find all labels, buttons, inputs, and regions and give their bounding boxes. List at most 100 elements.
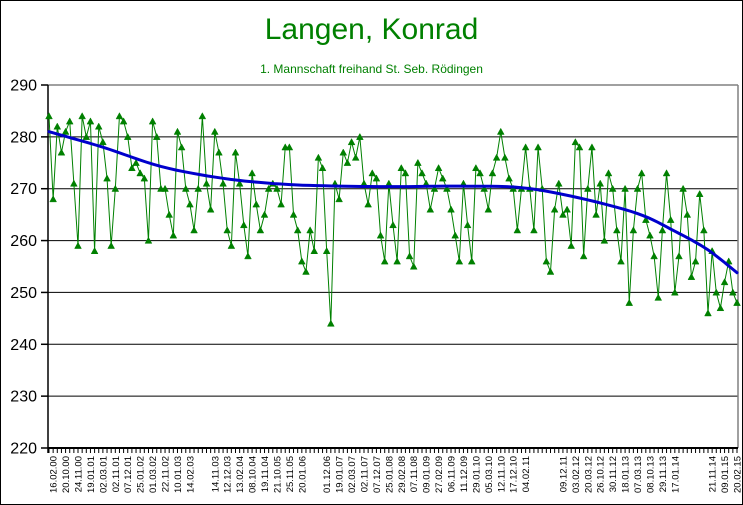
data-point-marker <box>679 184 687 192</box>
data-point-marker <box>202 179 211 187</box>
x-axis-label: 08.10.13 <box>645 456 656 493</box>
x-axis-label: 20.01.06 <box>297 456 308 493</box>
data-point-marker <box>74 241 82 249</box>
data-point-marker <box>111 184 120 192</box>
data-point-marker <box>671 288 679 296</box>
data-point-marker <box>666 215 675 223</box>
data-point-marker <box>49 195 57 203</box>
trend-line <box>47 130 739 275</box>
x-axis-label: 19.01.07 <box>335 456 346 493</box>
data-point-marker <box>612 226 621 234</box>
x-axis-label: 20.10.00 <box>61 456 72 493</box>
x-axis-label: 29.01.10 <box>471 456 482 493</box>
data-point-marker <box>501 153 509 161</box>
y-axis-label: 290 <box>10 78 37 95</box>
data-point-marker <box>550 205 559 213</box>
data-point-marker <box>641 215 650 223</box>
data-point-marker <box>248 169 256 177</box>
data-point-marker <box>563 205 571 213</box>
data-point-marker <box>186 200 194 208</box>
y-axis-label: 250 <box>10 285 37 302</box>
data-point-marker <box>720 278 729 286</box>
data-point-marker <box>152 132 161 140</box>
data-point-marker <box>463 221 472 229</box>
x-axis-label: 08.10.04 <box>248 456 259 493</box>
data-point-marker <box>393 257 401 265</box>
data-point-marker <box>554 179 563 187</box>
x-axis-label: 27.02.09 <box>434 456 445 493</box>
data-point-marker <box>733 298 741 306</box>
data-point-marker <box>559 210 567 218</box>
x-axis-label: 14.02.03 <box>185 456 196 493</box>
data-point-marker <box>646 231 654 239</box>
x-axis-label: 19.11.04 <box>260 456 271 492</box>
data-point-marker <box>140 174 149 182</box>
x-axis-label: 06.11.09 <box>447 456 458 492</box>
data-point-marker <box>505 174 513 182</box>
data-point-marker <box>575 143 584 151</box>
data-point-marker <box>687 272 696 280</box>
data-point-marker <box>380 257 389 265</box>
data-point-marker <box>356 132 364 140</box>
data-point-marker <box>302 267 310 275</box>
data-point-marker <box>45 112 53 120</box>
data-point-marker <box>277 200 285 208</box>
data-point-marker <box>430 184 439 192</box>
data-point-marker <box>426 205 435 213</box>
data-point-marker <box>206 205 215 213</box>
data-point-marker <box>571 138 580 146</box>
x-axis-label: 29.11.13 <box>658 456 669 492</box>
x-axis-label: 02.03.01 <box>98 456 109 493</box>
data-point-marker <box>418 169 426 177</box>
data-point-marker <box>94 122 103 130</box>
data-point-marker <box>244 252 252 260</box>
data-point-marker <box>704 309 712 317</box>
data-point-marker <box>401 169 410 177</box>
data-point-marker <box>629 226 638 234</box>
x-axis-label: 03.02.12 <box>571 456 582 493</box>
data-point-marker <box>99 138 107 146</box>
data-point-marker <box>621 184 629 192</box>
data-point-marker <box>335 195 343 203</box>
data-point-marker <box>521 143 530 151</box>
data-point-marker <box>513 226 522 234</box>
x-axis-label: 11.12.09 <box>459 456 470 492</box>
data-point-marker <box>691 257 700 265</box>
data-point-marker <box>368 169 377 177</box>
data-point-marker <box>588 143 596 151</box>
data-point-marker <box>675 252 683 260</box>
y-axis-label: 240 <box>10 337 37 354</box>
data-point-marker <box>273 184 281 192</box>
data-point-marker <box>443 184 451 192</box>
data-point-marker <box>405 252 414 260</box>
data-point-marker <box>546 267 555 275</box>
data-point-marker <box>447 205 455 213</box>
data-point-marker <box>654 293 663 301</box>
data-point-marker <box>318 164 327 172</box>
data-point-marker <box>729 288 737 296</box>
data-point-marker <box>716 304 725 312</box>
data-point-marker <box>297 257 306 265</box>
data-point-marker <box>256 226 265 234</box>
data-point-marker <box>364 200 372 208</box>
x-axis-label: 02.03.07 <box>347 456 358 493</box>
data-point-marker <box>637 169 646 177</box>
data-point-marker <box>414 158 422 166</box>
y-axis-label: 270 <box>10 181 37 198</box>
data-point-marker <box>78 112 86 120</box>
data-point-marker <box>339 148 348 156</box>
x-axis-label: 04.02.11 <box>521 456 532 492</box>
x-axis-label: 13.02.04 <box>235 456 246 493</box>
x-axis-label: 09.12.11 <box>558 456 569 492</box>
x-axis-label: 18.01.13 <box>621 456 632 493</box>
data-point-marker <box>161 184 169 192</box>
data-point-marker <box>351 153 360 161</box>
x-axis-label: 17.01.14 <box>670 456 681 493</box>
x-axis-label: 30.11.12 <box>608 456 619 492</box>
data-point-marker <box>434 164 443 172</box>
data-point-marker <box>314 153 323 161</box>
x-axis-label: 10.01.03 <box>173 456 184 493</box>
x-axis-label: 29.02.08 <box>397 456 408 493</box>
x-axis-label: 17.12.10 <box>509 456 520 493</box>
